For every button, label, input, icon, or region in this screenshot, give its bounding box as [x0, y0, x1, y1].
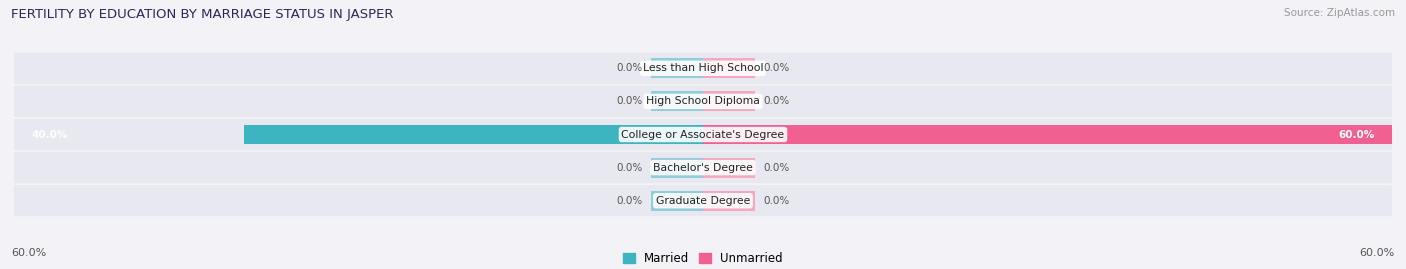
Text: College or Associate's Degree: College or Associate's Degree — [621, 129, 785, 140]
Text: Bachelor's Degree: Bachelor's Degree — [652, 162, 754, 173]
FancyBboxPatch shape — [14, 152, 1392, 183]
Text: 60.0%: 60.0% — [1360, 248, 1395, 258]
Text: FERTILITY BY EDUCATION BY MARRIAGE STATUS IN JASPER: FERTILITY BY EDUCATION BY MARRIAGE STATU… — [11, 8, 394, 21]
FancyBboxPatch shape — [14, 185, 1392, 216]
Text: 60.0%: 60.0% — [11, 248, 46, 258]
Bar — [703, 58, 755, 78]
Text: 0.0%: 0.0% — [763, 196, 790, 206]
Bar — [703, 191, 755, 211]
Bar — [703, 158, 755, 178]
Bar — [651, 158, 703, 178]
Text: 0.0%: 0.0% — [763, 162, 790, 173]
Text: 0.0%: 0.0% — [763, 96, 790, 107]
Text: Graduate Degree: Graduate Degree — [655, 196, 751, 206]
Text: 0.0%: 0.0% — [616, 196, 643, 206]
Legend: Married, Unmarried: Married, Unmarried — [619, 247, 787, 269]
FancyBboxPatch shape — [14, 86, 1392, 117]
Bar — [651, 58, 703, 78]
Bar — [651, 91, 703, 111]
FancyBboxPatch shape — [14, 53, 1392, 84]
Text: 60.0%: 60.0% — [1339, 129, 1375, 140]
Text: Source: ZipAtlas.com: Source: ZipAtlas.com — [1284, 8, 1395, 18]
Text: 40.0%: 40.0% — [31, 129, 67, 140]
Text: 0.0%: 0.0% — [616, 63, 643, 73]
Text: Less than High School: Less than High School — [643, 63, 763, 73]
Text: High School Diploma: High School Diploma — [647, 96, 759, 107]
Bar — [651, 191, 703, 211]
FancyBboxPatch shape — [14, 119, 1392, 150]
Bar — [243, 125, 703, 144]
Bar — [703, 125, 1392, 144]
Text: 0.0%: 0.0% — [763, 63, 790, 73]
Text: 0.0%: 0.0% — [616, 162, 643, 173]
Bar — [703, 91, 755, 111]
Text: 0.0%: 0.0% — [616, 96, 643, 107]
